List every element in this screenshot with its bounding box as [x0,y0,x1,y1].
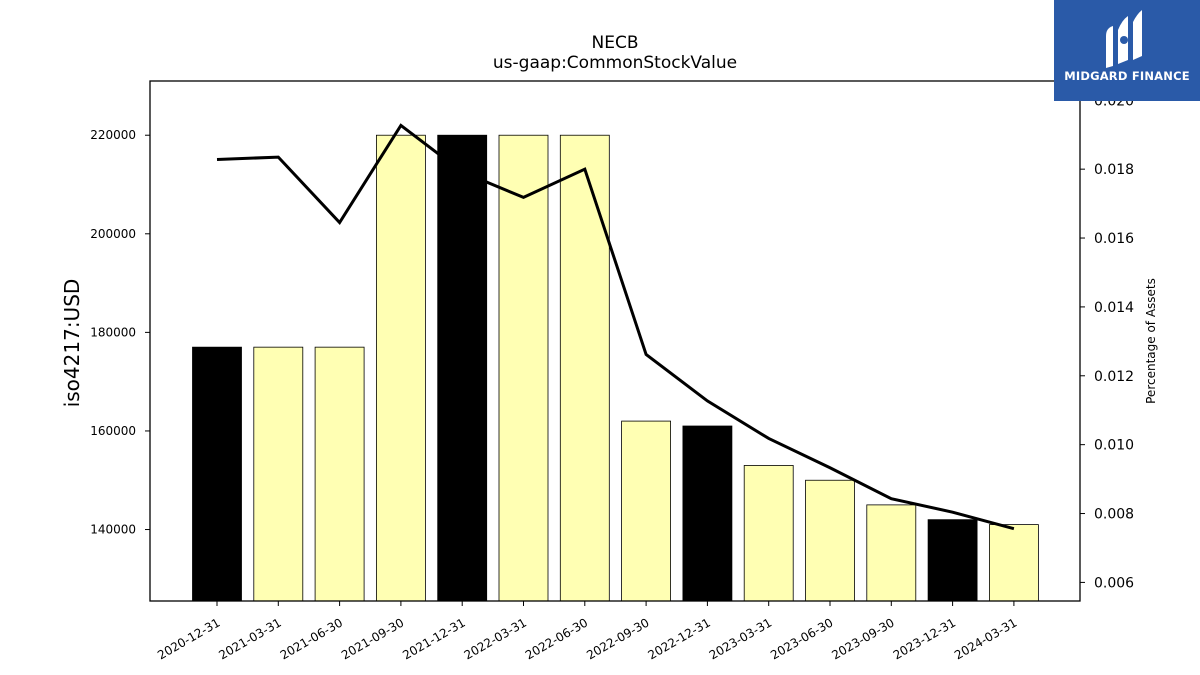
bar [375,134,426,602]
x-tick-label: 2022-03-31 [462,615,529,662]
bar [621,420,671,602]
chart-title: NECB [592,33,639,53]
midgard-logo-icon [1106,10,1142,68]
x-tick-label: 2021-12-31 [400,615,467,662]
chart-subtitle: us-gaap:CommonStockValue [493,53,737,73]
y-axis-label: iso4217:USD [60,279,84,408]
x-tick-label: 2022-09-30 [584,615,651,662]
y2-axis-label: Percentage of Assets [1144,278,1158,404]
bar [989,524,1039,602]
x-tick-label: 2021-03-31 [216,615,283,662]
x-tick-label: 2023-03-31 [707,615,774,662]
bar [866,504,917,602]
y-axis-left: 140000 160000 180000 200000 220000 [90,128,150,537]
y2-tick-label: 0.006 [1094,575,1134,591]
x-tick-label: 2020-12-31 [155,615,222,662]
y2-tick-label: 0.016 [1094,231,1134,247]
y2-tick-label: 0.008 [1094,507,1134,523]
y2-tick-label: 0.010 [1094,438,1134,454]
x-tick-label: 2022-06-30 [523,615,590,662]
x-tick-label: 2021-06-30 [278,615,345,662]
y2-tick-label: 0.014 [1094,300,1134,316]
bar [805,479,855,602]
y-tick-label: 180000 [90,325,136,339]
x-axis: 2020-12-312021-03-312021-06-302021-09-30… [155,601,1019,662]
plot-frame [149,80,1081,602]
x-tick-label: 2023-12-31 [891,615,958,662]
bar [682,425,733,602]
bar [192,346,242,602]
y-tick-label: 200000 [90,227,136,241]
y2-tick-label: 0.018 [1094,162,1134,178]
bar [437,134,488,602]
x-tick-label: 2023-09-30 [829,615,896,662]
series-line [216,123,1015,531]
y2-tick-label: 0.012 [1094,369,1134,385]
bar [927,519,978,602]
bar [498,134,549,602]
y-tick-label: 160000 [90,424,136,438]
x-tick-label: 2021-09-30 [339,615,406,662]
y-tick-label: 220000 [90,128,136,142]
x-tick-label: 2022-12-31 [645,615,712,662]
bar [559,134,610,602]
bars-group [192,134,1039,602]
x-tick-label: 2023-06-30 [768,615,835,662]
line-group [216,123,1015,531]
bar [253,346,304,602]
bar [743,465,794,602]
bar [314,346,365,602]
y-tick-label: 140000 [90,523,136,537]
midgard-finance-logo: MIDGARD FINANCE [1054,0,1200,101]
logo-text: MIDGARD FINANCE [1064,69,1190,83]
x-tick-label: 2024-03-31 [952,615,1019,662]
